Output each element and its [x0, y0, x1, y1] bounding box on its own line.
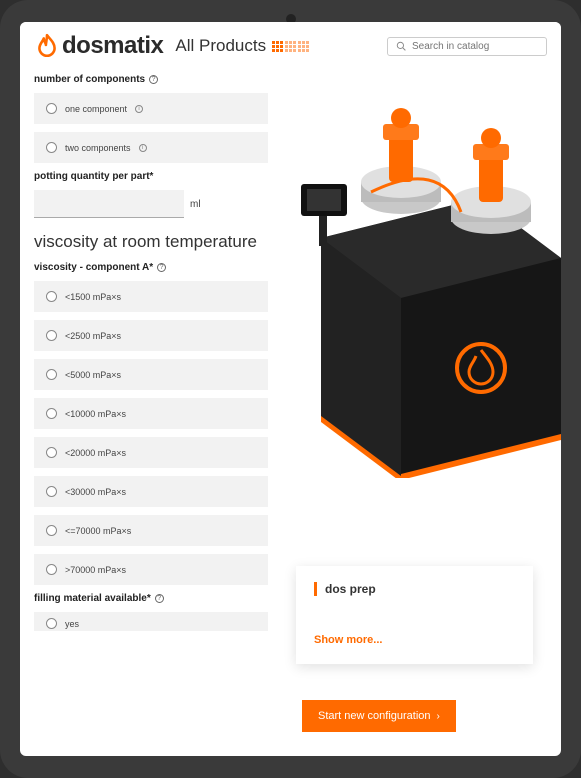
radio-icon [46, 142, 57, 153]
viscosity-section-title: viscosity at room temperature [34, 232, 268, 252]
potting-input[interactable] [34, 190, 184, 218]
radio-option-viscosity[interactable]: <20000 mPa×s [34, 437, 268, 468]
all-products-link[interactable]: All Products [175, 36, 309, 56]
product-card: dos prep Show more... [296, 566, 533, 664]
list-view-icon[interactable] [285, 41, 296, 52]
radio-icon [46, 291, 57, 302]
flame-icon [34, 33, 60, 59]
all-products-label: All Products [175, 36, 266, 56]
logo[interactable]: dosmatix [34, 32, 163, 60]
viscosity-a-label: viscosity - component A* ? [34, 262, 268, 273]
radio-option-viscosity[interactable]: <1500 mPa×s [34, 281, 268, 312]
radio-option-viscosity[interactable]: <10000 mPa×s [34, 398, 268, 429]
machine-illustration [261, 38, 561, 478]
radio-option-viscosity[interactable]: <2500 mPa×s [34, 320, 268, 351]
potting-input-row: ml [34, 190, 268, 218]
radio-icon [46, 103, 57, 114]
radio-option-viscosity[interactable]: >70000 mPa×s [34, 554, 268, 585]
chevron-right-icon: › [437, 711, 440, 722]
grid-view-icon[interactable] [272, 41, 283, 52]
radio-icon [46, 369, 57, 380]
radio-option-viscosity[interactable]: <5000 mPa×s [34, 359, 268, 390]
components-label: number of components ? [34, 74, 268, 85]
configurator-form: number of components ? one component i t… [20, 68, 282, 754]
search-input[interactable] [412, 41, 538, 52]
cta-label: Start new configuration [318, 710, 431, 722]
radio-option-two-components[interactable]: two components i [34, 132, 268, 163]
search-icon [396, 41, 406, 51]
radio-icon [46, 408, 57, 419]
potting-label: potting quantity per part* [34, 171, 268, 182]
help-icon[interactable]: ? [155, 594, 164, 603]
radio-icon [46, 525, 57, 536]
screen: dosmatix All Products number of componen… [20, 22, 561, 756]
product-title: dos prep [314, 582, 515, 596]
show-more-link[interactable]: Show more... [314, 634, 515, 646]
help-icon[interactable]: i [139, 144, 147, 152]
radio-icon [46, 330, 57, 341]
help-icon[interactable]: i [135, 105, 143, 113]
radio-icon [46, 564, 57, 575]
radio-icon [46, 618, 57, 629]
radio-option-viscosity[interactable]: <=70000 mPa×s [34, 515, 268, 546]
start-configuration-button[interactable]: Start new configuration › [302, 700, 456, 732]
view-mode-icons[interactable] [272, 41, 309, 52]
compact-view-icon[interactable] [298, 41, 309, 52]
radio-option-filling-yes[interactable]: yes [34, 612, 268, 631]
radio-icon [46, 486, 57, 497]
radio-option-viscosity[interactable]: <30000 mPa×s [34, 476, 268, 507]
help-icon[interactable]: ? [157, 263, 166, 272]
content: number of components ? one component i t… [20, 68, 561, 754]
radio-icon [46, 447, 57, 458]
logo-text: dosmatix [62, 32, 163, 60]
header: dosmatix All Products [20, 22, 561, 68]
help-icon[interactable]: ? [149, 75, 158, 84]
search-box[interactable] [387, 37, 547, 56]
product-preview: dos prep Show more... Start new configur… [282, 68, 561, 754]
filling-label: filling material available* ? [34, 593, 268, 604]
tablet-frame: dosmatix All Products number of componen… [0, 0, 581, 778]
potting-unit: ml [190, 199, 201, 210]
radio-option-one-component[interactable]: one component i [34, 93, 268, 124]
